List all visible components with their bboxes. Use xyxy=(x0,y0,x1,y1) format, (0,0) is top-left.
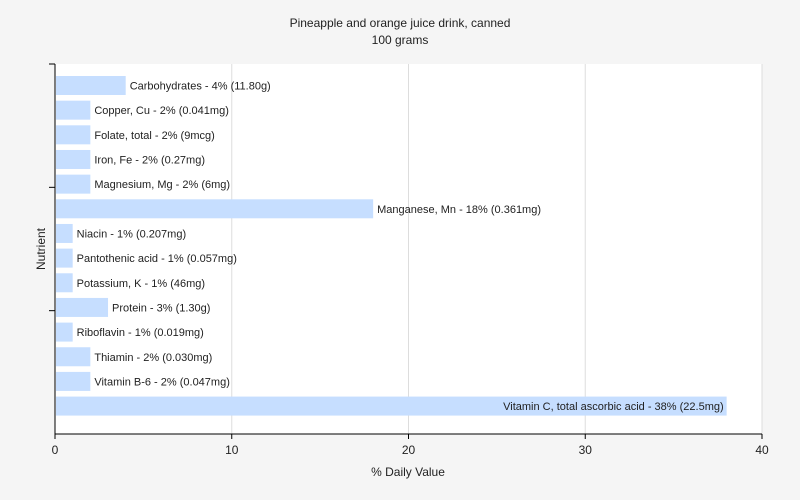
bar xyxy=(56,248,73,268)
bar xyxy=(56,149,91,169)
y-axis-label: Nutrient xyxy=(34,227,48,270)
bar xyxy=(56,297,109,317)
bar-label: Potassium, K - 1% (46mg) xyxy=(77,278,205,290)
bar-label: Niacin - 1% (0.207mg) xyxy=(77,228,186,240)
bar-label: Vitamin C, total ascorbic acid - 38% (22… xyxy=(503,401,724,413)
bars-group: Carbohydrates - 4% (11.80g) Copper, Cu - … xyxy=(56,76,727,416)
bar xyxy=(56,322,73,342)
bar-label: Thiamin - 2% (0.030mg) xyxy=(94,352,212,364)
chart-title: Pineapple and orange juice drink, canned xyxy=(290,16,511,30)
bar xyxy=(56,396,727,416)
grid-lines xyxy=(231,64,763,434)
bar-label: Protein - 3% (1.30g) xyxy=(112,302,210,314)
bar xyxy=(56,125,91,145)
x-axis-label: % Daily Value xyxy=(371,465,445,479)
chart-subtitle: 100 grams xyxy=(372,33,429,47)
bar xyxy=(56,347,91,367)
bar-label: Vitamin B-6 - 2% (0.047mg) xyxy=(94,376,230,388)
x-tick-label: 30 xyxy=(579,443,593,457)
bar xyxy=(56,371,91,391)
x-tick-label: 10 xyxy=(225,443,239,457)
bar-label: Manganese, Mn - 18% (0.361mg) xyxy=(377,204,541,216)
bar-label: Copper, Cu - 2% (0.041mg) xyxy=(94,105,229,117)
bar xyxy=(56,76,126,95)
bar-label: Carbohydrates - 4% (11.80g) xyxy=(130,81,271,93)
x-tick-label: 0 xyxy=(52,443,59,457)
bar-label: Magnesium, Mg - 2% (6mg) xyxy=(94,179,230,191)
bar-label: Folate, total - 2% (9mcg) xyxy=(94,130,214,142)
x-tick-label: 20 xyxy=(402,443,416,457)
bar xyxy=(56,223,73,243)
bar-label: Pantothenic acid - 1% (0.057mg) xyxy=(77,253,237,265)
bar-label: Riboflavin - 1% (0.019mg) xyxy=(77,327,204,339)
bar xyxy=(56,273,73,293)
bar xyxy=(56,100,91,120)
bar-label: Iron, Fe - 2% (0.27mg) xyxy=(94,154,205,166)
axes-group: 0 10 20 30 40 xyxy=(49,63,769,457)
x-tick-label: 40 xyxy=(755,443,769,457)
bar xyxy=(56,174,91,194)
bar xyxy=(56,199,374,219)
